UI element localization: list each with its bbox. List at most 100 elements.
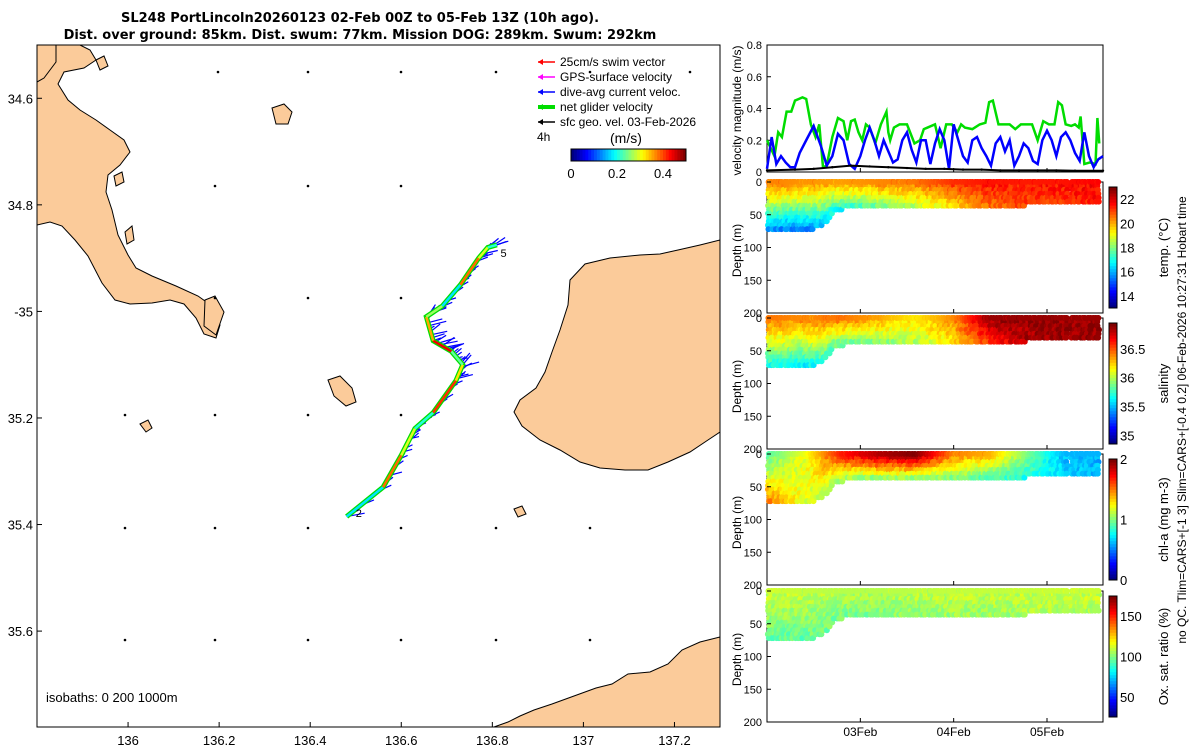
colorbar-swatch (663, 149, 667, 161)
section-colorbar-swatch (1109, 543, 1117, 548)
land-eyre-peninsula (37, 45, 221, 339)
colorbar-swatch (596, 149, 601, 161)
section-colorbar-swatch (1109, 564, 1117, 569)
section-data-point (809, 226, 816, 233)
colorbar-swatch (648, 149, 652, 161)
swim-vector-segment (441, 283, 462, 307)
section-colorbar-swatch (1109, 274, 1117, 279)
sfc-geo-point (849, 164, 853, 167)
isobath-dot-21 (399, 638, 403, 642)
section-data-point (1063, 334, 1070, 341)
colorbar-swatch (571, 149, 575, 161)
section-ylabel: Depth (m) (730, 496, 744, 549)
island-5 (513, 505, 527, 518)
section-colorbar-swatch (1109, 419, 1117, 424)
map-ytick-label: 35.4 (8, 518, 33, 533)
map-xtick-label: 136.4 (294, 733, 327, 748)
section-colorbar-swatch (1109, 701, 1117, 706)
section-colorbar-swatch (1109, 489, 1117, 493)
section-ytick-label: 150 (744, 275, 762, 287)
map-ytick-label: -35 (14, 304, 33, 319)
section-colorbar-swatch (1109, 226, 1117, 230)
colorbar-swatch (614, 149, 618, 161)
section-colorbar-swatch (1109, 259, 1117, 264)
section-ytick-label: 100 (744, 652, 762, 664)
colorbar-swatch (674, 149, 678, 161)
section-colorbar-swatch (1109, 386, 1117, 391)
section-ylabel: Depth (m) (730, 360, 744, 413)
section-surface-point (1063, 588, 1070, 594)
section-colorbar-swatch (1109, 196, 1117, 200)
section-colorbar-swatch (1109, 468, 1117, 472)
current-vector (428, 320, 447, 327)
section-colorbar-swatch (1109, 495, 1117, 499)
section-colorbar-swatch (1109, 389, 1117, 394)
sfc-geo-point (812, 167, 815, 171)
legend-entry-1: GPS-surface velocity (560, 70, 672, 84)
section-colorbar-swatch (1109, 295, 1117, 300)
section-colorbar-swatch (1109, 410, 1117, 415)
section-colorbar-swatch (1109, 401, 1117, 406)
section-colorbar-swatch (1109, 208, 1117, 212)
section-ytick-label: 200 (744, 308, 762, 320)
colorbar-swatch (683, 149, 687, 161)
land-yorke-peninsula (513, 239, 720, 471)
land-coast-nw (37, 45, 57, 83)
isobath-dot-27 (688, 70, 692, 74)
section-colorbar-swatch (1109, 202, 1117, 206)
section-ytick-label: 150 (744, 547, 762, 559)
sfc-geo-point (1101, 169, 1105, 172)
section-colorbar-swatch (1109, 238, 1117, 242)
section-colorbar-swatch (1109, 483, 1117, 487)
section-colorbar-swatch (1109, 353, 1117, 357)
section-colorbar-swatch (1109, 356, 1117, 360)
swim-vector-segment (450, 350, 464, 366)
legend-entry-4: sfc geo. vel. 03-Feb-2026 (560, 115, 696, 129)
colorbar-swatch (617, 149, 621, 161)
colorbar-swatch (657, 149, 661, 161)
colorbar-swatch (628, 149, 632, 161)
section-data-point (1095, 607, 1102, 614)
isobath-dot-25 (494, 70, 498, 74)
section-ytick-label: 150 (744, 684, 762, 696)
section-ylabel: Depth (m) (730, 633, 744, 686)
colorbar-swatch (668, 149, 673, 161)
sfc-geo-point (793, 168, 797, 171)
section-colorbar-swatch (1109, 704, 1117, 709)
net-glider-velocity-track (345, 242, 498, 519)
section-data-point (1095, 198, 1102, 205)
section-colorbar-swatch (1109, 362, 1117, 366)
section-colorbar-swatch (1109, 329, 1117, 333)
section-colorbar-swatch (1109, 344, 1117, 348)
isobath-dot-2 (399, 70, 403, 74)
section-data-point (953, 202, 960, 209)
map-ytick-label: 35.6 (8, 624, 33, 639)
legend-entry-2: dive-avg current veloc. (560, 85, 681, 99)
colorbar-swatch (579, 149, 583, 161)
section-colorbar-swatch (1109, 286, 1117, 291)
section-colorbar-swatch (1109, 437, 1117, 442)
sfc-geo-point (765, 169, 769, 172)
velocity-ytick-label: 0 (756, 167, 762, 179)
sfc-geo-point (1092, 169, 1095, 172)
section-colorbar-swatch (1109, 190, 1117, 194)
section-colorbar-swatch (1109, 338, 1117, 342)
map-ytick-label: 34.8 (8, 198, 33, 213)
section-colorbar-swatch (1109, 235, 1117, 239)
sfc-geo-point (905, 166, 909, 170)
section-ylabel: Depth (m) (730, 224, 744, 277)
track-label-2: 2 (356, 508, 362, 520)
section-colorbar-swatch (1109, 552, 1117, 557)
swim-vector-segment (454, 364, 464, 382)
section-colorbar-swatch (1109, 301, 1117, 306)
colorbar-swatch (591, 149, 595, 161)
swim-vector-segment (477, 246, 489, 259)
sfc-geo-point (943, 167, 946, 171)
section-data-point (997, 202, 1004, 209)
section-colorbar-swatch (1109, 350, 1117, 354)
